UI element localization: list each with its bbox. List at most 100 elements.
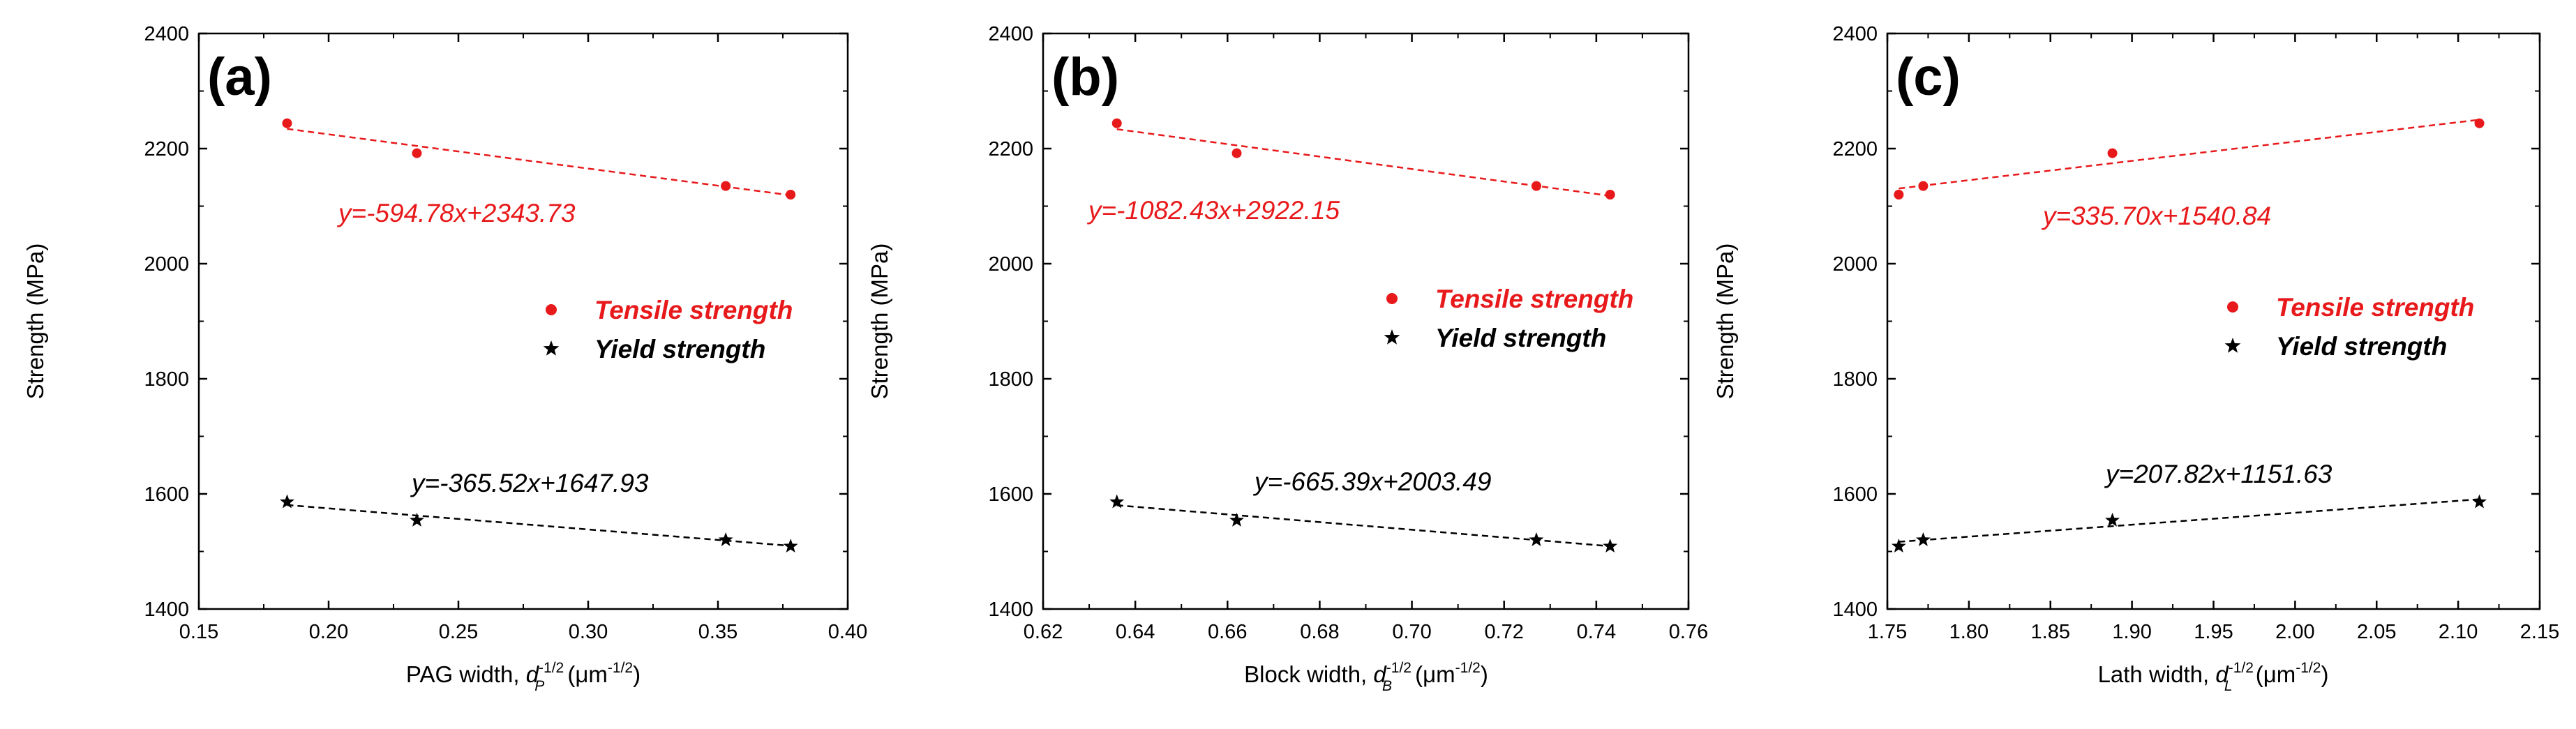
x-tick-label: 0.40 — [828, 621, 867, 643]
fit-equation: y=335.70x+1540.84 — [2041, 202, 2271, 230]
data-point-tensile — [786, 190, 796, 200]
y-tick-label: 2400 — [1832, 23, 1878, 45]
x-axis-label-part: -1/2 — [2296, 660, 2321, 676]
legend-label: Tensile strength — [1435, 285, 1633, 313]
x-axis-label-part: d — [2215, 661, 2229, 687]
data-point-yield — [1229, 512, 1244, 527]
data-point-tensile — [1231, 148, 1242, 158]
x-axis-label-part: L — [2224, 678, 2233, 694]
data-point-yield — [1915, 532, 1931, 546]
plot-frame — [1042, 32, 1690, 610]
y-axis-label: Strength (MPa) — [867, 243, 892, 400]
legend-marker-circle — [1386, 293, 1398, 304]
x-axis-label-part: -1/2 — [608, 660, 633, 676]
x-tick-label: 0.68 — [1300, 621, 1339, 643]
legend-marker-star — [543, 340, 560, 356]
x-tick-label: 1.95 — [2194, 621, 2233, 643]
fit-line — [1899, 498, 2480, 543]
x-axis-label-part: -1/2 — [2229, 660, 2254, 676]
panel-label: (a) — [207, 47, 272, 107]
x-axis-label-part: -1/2 — [1386, 660, 1411, 676]
x-axis-label-part: PAG width, — [406, 661, 526, 687]
legend-marker-circle — [2227, 301, 2238, 313]
x-axis-label-part: (μm — [561, 661, 608, 687]
legend-label: Yield strength — [2276, 332, 2447, 361]
data-point-tensile — [721, 181, 731, 191]
x-axis-label-part: ) — [1481, 661, 1488, 687]
x-tick-label: 0.66 — [1208, 621, 1247, 643]
y-tick-label: 2000 — [988, 253, 1033, 276]
data-point-tensile — [2107, 148, 2118, 158]
x-axis-label-part: -1/2 — [1455, 660, 1481, 676]
data-point-yield — [783, 539, 798, 553]
y-tick-label: 2000 — [1832, 253, 1878, 276]
data-point-yield — [410, 512, 424, 527]
data-point-tensile — [1605, 190, 1615, 200]
panel-label: (b) — [1051, 47, 1119, 107]
fit-line — [1899, 119, 2480, 190]
x-axis-label-part: Block width, — [1244, 661, 1373, 687]
data-point-tensile — [1918, 181, 1929, 191]
legend: Tensile strength Yield strength — [2224, 293, 2474, 361]
y-tick-label: 2200 — [144, 138, 189, 160]
y-tick-label: 1400 — [1832, 599, 1878, 621]
x-tick-label: 0.62 — [1024, 621, 1063, 643]
y-tick-label: 1600 — [988, 483, 1033, 506]
x-tick-label: 0.70 — [1392, 621, 1431, 643]
x-axis-label-part: ) — [633, 661, 641, 687]
x-tick-label: 0.35 — [698, 621, 737, 643]
fit-equation: y=207.82x+1151.63 — [2104, 460, 2332, 488]
legend: Tensile strength Yield strength — [543, 296, 793, 363]
data-point-yield — [1109, 494, 1125, 509]
x-tick-label: 2.00 — [2275, 621, 2314, 643]
y-axis-label: Strength (MPa) — [1712, 243, 1738, 400]
x-tick-label: 0.30 — [569, 621, 608, 643]
legend-marker-star — [2224, 338, 2241, 353]
x-axis-label-part: ) — [2321, 661, 2328, 687]
x-tick-label: 2.10 — [2439, 621, 2478, 643]
fit-line — [1116, 504, 1610, 548]
legend-marker-star — [1384, 329, 1400, 345]
data-point-tensile — [1531, 181, 1541, 191]
y-tick-label: 1800 — [988, 368, 1033, 391]
x-axis-label-part: (μm — [2249, 661, 2296, 687]
fit-equation: y=-1082.43x+2922.15 — [1086, 196, 1340, 225]
fit-equation: y=-365.52x+1647.93 — [410, 469, 649, 497]
y-tick-label: 1400 — [144, 599, 189, 621]
y-tick-label: 2000 — [144, 253, 189, 276]
x-tick-label: 1.80 — [1949, 621, 1989, 643]
y-tick-label: 1400 — [988, 599, 1033, 621]
data-point-tensile — [1111, 118, 1122, 128]
data-point-tensile — [412, 148, 422, 158]
x-axis-label-part: B — [1382, 678, 1392, 694]
fit-equation: y=-665.39x+2003.49 — [1252, 467, 1491, 496]
data-point-yield — [1603, 539, 1618, 553]
data-point-yield — [1529, 532, 1544, 546]
data-point-tensile — [1894, 190, 1904, 200]
data-point-tensile — [282, 118, 292, 128]
fit-line — [287, 504, 791, 547]
data-point-tensile — [2474, 118, 2485, 128]
data-point-yield — [718, 532, 733, 546]
x-axis-label-part: P — [534, 678, 544, 694]
x-axis-label: Lath width, d-1/2 L (μm-1/2) — [2098, 660, 2329, 694]
y-tick-label: 1800 — [1832, 368, 1878, 391]
panel-label: (c) — [1896, 47, 1961, 107]
x-axis-label-part: -1/2 — [539, 660, 564, 676]
chart-panel-a: 1400 1600 1800 2000 2200 2400 0.15 0.20 0.25 0.30… — [22, 23, 867, 694]
x-axis-label: PAG width, d-1/2 P (μm-1/2) — [406, 660, 641, 694]
y-tick-label: 2400 — [144, 23, 189, 45]
data-point-yield — [2472, 494, 2487, 509]
fit-equation: y=-594.78x+2343.73 — [336, 199, 576, 227]
x-axis-label-part: d — [1373, 661, 1387, 687]
legend-label: Tensile strength — [2276, 293, 2474, 322]
x-tick-label: 0.76 — [1669, 621, 1708, 643]
y-tick-label: 2200 — [988, 138, 1033, 160]
legend: Tensile strength Yield strength — [1384, 285, 1633, 352]
chart-panel-c: 1400 1600 1800 2000 2200 2400 1.75 1.80 1.85 1.90… — [1712, 23, 2559, 694]
x-axis-label-part: d — [526, 661, 540, 687]
legend-label: Yield strength — [1435, 324, 1606, 352]
y-tick-label: 2400 — [988, 23, 1033, 45]
x-tick-label: 1.75 — [1868, 621, 1907, 643]
y-tick-label: 1600 — [1832, 483, 1878, 506]
